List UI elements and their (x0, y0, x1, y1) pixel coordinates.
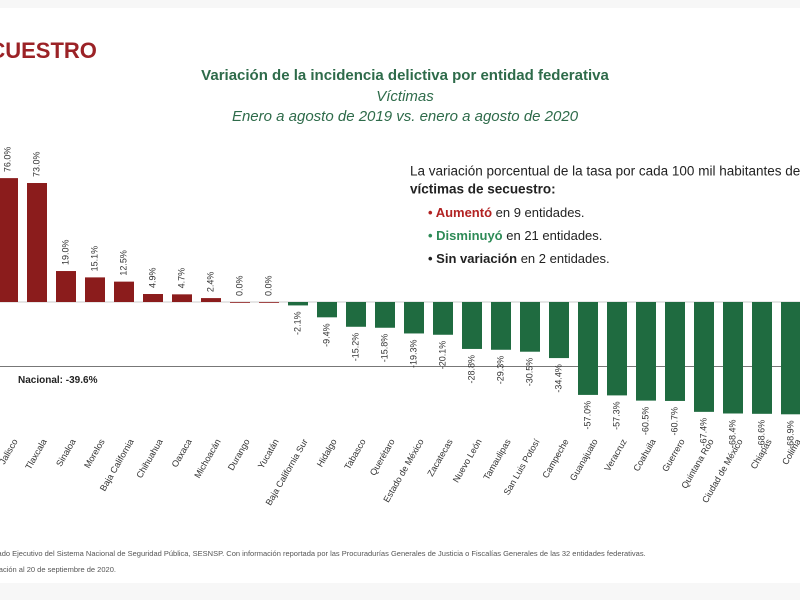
value-label: 12.5% (118, 250, 128, 276)
value-label: 76.0% (2, 147, 12, 173)
value-label: 2.4% (205, 272, 215, 293)
value-label: -68.9% (785, 420, 795, 449)
note-item: • Disminuyó en 21 entidades. (428, 228, 602, 243)
footer-line: Fuente: Secretariado Ejecutivo del Siste… (0, 549, 646, 558)
note-text: en 21 entidades. (503, 228, 603, 243)
value-label: 19.0% (60, 239, 70, 265)
note-intro-bold: víctimas de secuestro: (410, 182, 556, 197)
bar (520, 302, 540, 352)
value-label: -67.4% (698, 418, 708, 447)
chart-subtitle: Víctimas (376, 88, 434, 105)
note-item: • Sin variación en 2 entidades. (428, 251, 610, 266)
bar (607, 302, 627, 396)
value-label: 4.7% (176, 268, 186, 289)
note-bold: Sin variación (436, 251, 517, 266)
value-label: -20.1% (437, 341, 447, 370)
note-items: • Aumentó en 9 entidades.• Disminuyó en … (428, 205, 610, 266)
note-text: en 2 entidades. (517, 251, 610, 266)
note-bullet: • (428, 251, 436, 266)
bar (230, 302, 250, 303)
bar (27, 183, 47, 302)
value-label: -19.3% (408, 339, 418, 368)
value-label: -2.1% (292, 311, 302, 335)
value-label: -9.4% (321, 323, 331, 347)
value-label: 4.9% (147, 267, 157, 288)
value-label: 73.0% (31, 151, 41, 177)
bar (462, 302, 482, 349)
value-label: -34.4% (553, 364, 563, 393)
bar (56, 271, 76, 302)
bar (288, 302, 308, 306)
note-bullet: • (428, 228, 436, 243)
bar (578, 302, 598, 395)
bar (0, 178, 18, 302)
bar (549, 302, 569, 359)
bar (665, 302, 685, 401)
value-label: -68.6% (756, 420, 766, 449)
value-label: -60.5% (640, 407, 650, 436)
bar (491, 302, 511, 350)
note-intro: La variación porcentual de la tasa por c… (410, 164, 800, 179)
bar (404, 302, 424, 334)
note-bullet: • (428, 205, 436, 220)
bar (346, 302, 366, 327)
value-label: 0.0% (263, 275, 273, 296)
footer-line: Fecha de actualización al 20 de septiemb… (0, 565, 116, 574)
bar (375, 302, 395, 328)
bar (636, 302, 656, 401)
value-label: -68.4% (727, 419, 737, 448)
note-text: en 9 entidades. (492, 205, 585, 220)
bar (85, 277, 105, 302)
bar (259, 302, 279, 303)
value-label: -57.3% (611, 401, 621, 430)
chart-period: Enero a agosto de 2019 vs. enero a agost… (232, 108, 579, 125)
value-label: -57.0% (582, 401, 592, 430)
bar (433, 302, 453, 335)
bar (317, 302, 337, 318)
value-label: -15.2% (350, 333, 360, 362)
bar (781, 302, 800, 415)
note-bold: Disminuyó (436, 228, 503, 243)
note-bold: Aumentó (436, 205, 492, 220)
bar (201, 298, 221, 302)
bar (172, 294, 192, 302)
bar (723, 302, 743, 414)
value-label: -28.8% (466, 355, 476, 384)
chart-title: Variación de la incidencia delictiva por… (201, 67, 609, 84)
value-label: 15.1% (89, 246, 99, 272)
value-label: -29.3% (495, 356, 505, 385)
reference-label: Nacional: -39.6% (18, 375, 98, 386)
bar (752, 302, 772, 414)
value-label: -15.8% (379, 334, 389, 363)
bar (143, 294, 163, 302)
bar (114, 281, 134, 302)
note-item: • Aumentó en 9 entidades. (428, 205, 585, 220)
value-label: 0.0% (234, 275, 244, 296)
value-label: -60.7% (669, 407, 679, 436)
value-label: -30.5% (524, 358, 534, 387)
header: SECUESTRO (0, 38, 97, 63)
bar (694, 302, 714, 412)
